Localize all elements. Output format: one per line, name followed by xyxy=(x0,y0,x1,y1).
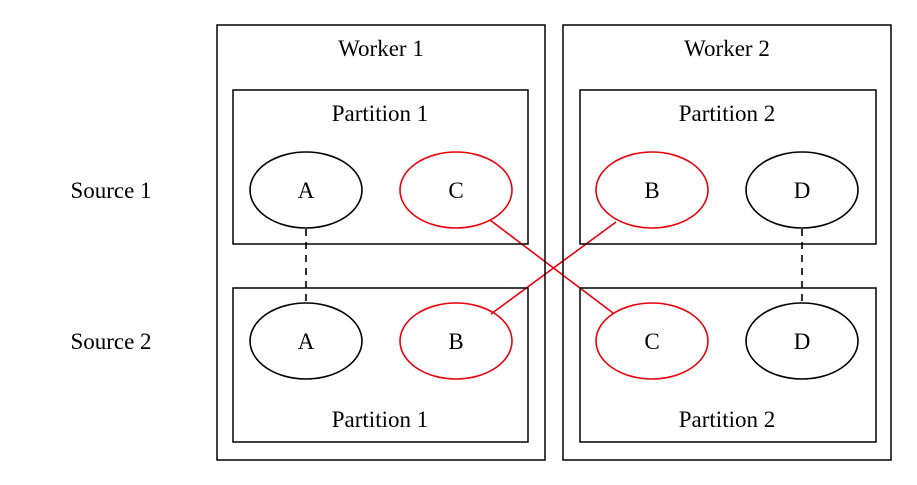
node-b-label: B xyxy=(644,178,659,203)
partition-box xyxy=(579,89,877,245)
worker-1-partition-source-2: Partition 1 A B xyxy=(232,287,529,443)
node-c xyxy=(595,302,709,380)
worker-1-box xyxy=(216,24,546,461)
row-label-source-2: Source 2 xyxy=(70,329,151,354)
edge-b-cross xyxy=(490,221,617,315)
worker-2-title: Worker 2 xyxy=(684,36,770,61)
node-a xyxy=(249,151,363,229)
node-b-label: B xyxy=(448,329,463,354)
worker-2-box xyxy=(562,24,892,461)
node-d-label: D xyxy=(794,329,811,354)
worker-1-cluster: Worker 1 Partition 1 A C Partition 1 A B xyxy=(216,24,546,461)
node-b xyxy=(595,151,709,229)
worker-2-cluster: Worker 2 Partition 2 B D Partition 2 C D xyxy=(562,24,892,461)
node-c xyxy=(399,151,513,229)
node-a-label: A xyxy=(298,329,315,354)
worker-2-partition-source-1: Partition 2 B D xyxy=(579,89,877,245)
node-a xyxy=(249,302,363,380)
node-d xyxy=(745,302,859,380)
worker-2-partition-source-2: Partition 2 C D xyxy=(579,287,877,443)
worker-1-title: Worker 1 xyxy=(338,36,424,61)
node-c-label: C xyxy=(448,178,463,203)
partition-title: Partition 2 xyxy=(679,407,775,432)
node-d xyxy=(745,151,859,229)
partition-title: Partition 1 xyxy=(332,101,428,126)
node-b xyxy=(399,302,513,380)
worker-1-partition-source-1: Partition 1 A C xyxy=(232,89,529,245)
partition-title: Partition 1 xyxy=(332,407,428,432)
edges-layer xyxy=(305,219,803,315)
node-a-label: A xyxy=(298,178,315,203)
row-label-source-1: Source 1 xyxy=(70,178,151,203)
node-d-label: D xyxy=(794,178,811,203)
partition-box xyxy=(232,287,529,443)
partition-title: Partition 2 xyxy=(679,101,775,126)
edge-c-cross xyxy=(489,219,614,314)
partition-box xyxy=(232,89,529,245)
partition-box xyxy=(579,287,877,443)
node-c-label: C xyxy=(644,329,659,354)
